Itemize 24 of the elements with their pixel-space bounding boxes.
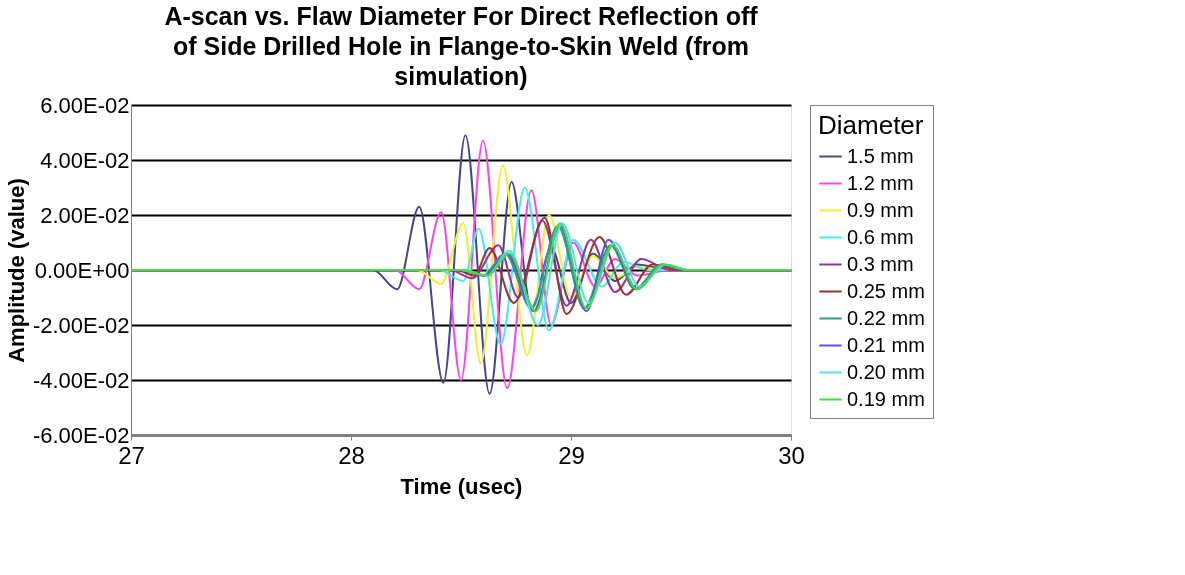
- legend-label: 0.3 mm: [847, 252, 914, 275]
- legend-label: 0.6 mm: [847, 225, 914, 248]
- legend-label: 0.22 mm: [847, 306, 925, 329]
- legend-title: Diameter: [818, 110, 924, 140]
- y-tick-label: -4.00E-02: [32, 367, 130, 393]
- legend-label: 1.5 mm: [847, 144, 914, 167]
- x-tick-label: 30: [778, 441, 805, 469]
- x-tick-label: 29: [558, 441, 585, 469]
- legend-label: 0.19 mm: [847, 387, 925, 410]
- x-axis-title: Time (usec): [400, 473, 523, 499]
- y-tick-label: 0.00E+00: [34, 257, 130, 283]
- legend-label: 0.9 mm: [847, 198, 914, 221]
- y-tick-label: 4.00E-02: [40, 147, 130, 173]
- y-axis-title: Amplitude (value): [3, 178, 29, 363]
- y-tick-label: -2.00E-02: [32, 312, 130, 338]
- legend-label: 0.21 mm: [847, 333, 925, 356]
- y-tick-label: 2.00E-02: [40, 202, 130, 228]
- legend-label: 0.25 mm: [847, 279, 925, 302]
- chart-title: A-scan vs. Flaw Diameter For Direct Reflection off of Side Drilled Hole in Flange-to-Skin Weld (from simulation): [164, 2, 759, 90]
- x-tick-label: 28: [338, 441, 365, 469]
- legend-label: 1.2 mm: [847, 171, 914, 194]
- y-tick-label: 6.00E-02: [40, 92, 130, 118]
- y-tick-label: -6.00E-02: [32, 422, 130, 448]
- legend-label: 0.20 mm: [847, 360, 925, 383]
